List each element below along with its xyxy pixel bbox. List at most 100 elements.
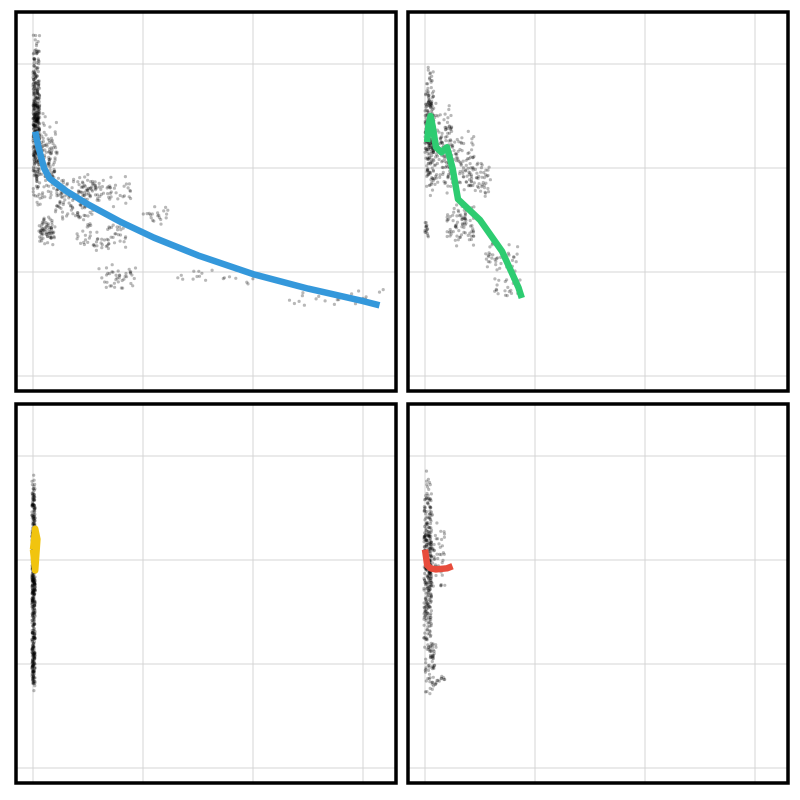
scatter-point <box>80 190 84 194</box>
scatter-point <box>32 660 36 664</box>
scatter-point <box>33 583 37 587</box>
scatter-point <box>34 120 38 124</box>
scatter-point <box>101 191 106 195</box>
scatter-point <box>71 198 75 202</box>
scatter-point <box>425 223 429 228</box>
scatter-point <box>30 492 35 496</box>
scatter-point <box>426 110 430 114</box>
scatter-point <box>428 542 432 547</box>
scatter-point <box>470 229 474 233</box>
scatter-point <box>423 578 427 582</box>
scatter-point <box>31 576 35 580</box>
scatter-point <box>431 653 435 658</box>
scatter-point <box>32 115 37 120</box>
scatter-point <box>32 603 37 607</box>
scatter-point <box>471 168 475 172</box>
scatter-point <box>34 173 38 177</box>
scatter-point <box>85 225 89 229</box>
scatter-point <box>32 513 36 517</box>
scatter-point <box>105 186 109 190</box>
scatter-point <box>428 72 432 76</box>
scatter-point <box>30 611 35 615</box>
scatter-point <box>36 119 40 123</box>
scatter-point <box>32 124 37 128</box>
scatter-point <box>58 200 62 204</box>
scatter-point <box>429 506 433 510</box>
scatter-point <box>427 170 431 174</box>
scatter-point <box>48 147 52 151</box>
scatter-point <box>118 239 122 243</box>
scatter-point <box>423 506 427 510</box>
scatter-point <box>30 631 34 636</box>
scatter-point <box>32 596 36 600</box>
scatter-point <box>463 217 467 221</box>
scatter-point <box>436 556 440 561</box>
scatter-point <box>439 140 443 144</box>
scatter-point <box>430 79 434 83</box>
scatter-point <box>32 673 36 677</box>
scatter-point <box>30 496 35 500</box>
scatter-point <box>30 618 34 623</box>
scatter-point <box>477 174 481 178</box>
scatter-point <box>54 188 59 192</box>
scatter-point <box>428 613 432 617</box>
scatter-point <box>41 112 45 116</box>
scatter-point <box>425 574 429 579</box>
scatter-point <box>428 505 432 509</box>
scatter-point <box>466 157 470 161</box>
scatter-point <box>148 213 152 217</box>
scatter-point <box>480 183 484 187</box>
scatter-point <box>128 270 132 274</box>
scatter-point <box>30 665 34 670</box>
scatter-point <box>32 514 36 518</box>
scatter-point <box>432 684 436 688</box>
scatter-point <box>35 105 40 109</box>
scatter-point <box>176 276 180 280</box>
scatter-point <box>90 188 94 192</box>
scatter-point <box>30 658 35 662</box>
scatter-point <box>31 677 35 681</box>
scatter-point <box>471 234 475 238</box>
scatter-point <box>469 179 473 183</box>
scatter-point <box>31 503 35 507</box>
scatter-point <box>52 170 57 174</box>
scatter-point <box>36 169 40 173</box>
scatter-point <box>37 49 41 54</box>
scatter-point <box>30 651 34 655</box>
scatter-point <box>428 605 432 609</box>
scatter-point <box>30 588 35 592</box>
scatter-point <box>93 183 98 188</box>
scatter-point <box>86 173 90 177</box>
scatter-point <box>30 591 35 596</box>
scatter-point <box>82 242 86 247</box>
scatter-point <box>30 510 34 514</box>
scatter-point <box>431 655 435 659</box>
scatter-point <box>93 186 97 190</box>
scatter-point <box>471 156 475 160</box>
scatter-point <box>47 159 52 163</box>
scatter-point <box>31 670 35 674</box>
scatter-point <box>37 96 42 100</box>
scatter-point <box>429 584 434 588</box>
scatter-point <box>429 618 433 622</box>
scatter-point <box>423 610 427 614</box>
scatter-point <box>424 528 428 532</box>
scatter-point <box>151 218 155 222</box>
scatter-point <box>423 645 427 649</box>
scatter-point <box>30 613 35 618</box>
scatter-point <box>114 191 118 195</box>
scatter-point <box>429 599 433 603</box>
scatter-point <box>157 216 162 220</box>
scatter-point <box>449 126 454 130</box>
scatter-point <box>429 622 433 626</box>
scatter-point <box>425 174 429 178</box>
scatter-point <box>427 77 432 81</box>
scatter-point <box>425 538 429 543</box>
scatter-point <box>460 215 464 219</box>
scatter-point <box>433 663 437 667</box>
scatter-point <box>32 658 36 662</box>
scatter-point <box>34 174 38 178</box>
scatter-point <box>85 187 89 191</box>
scatter-point <box>31 589 35 593</box>
scatter-point <box>47 231 51 236</box>
